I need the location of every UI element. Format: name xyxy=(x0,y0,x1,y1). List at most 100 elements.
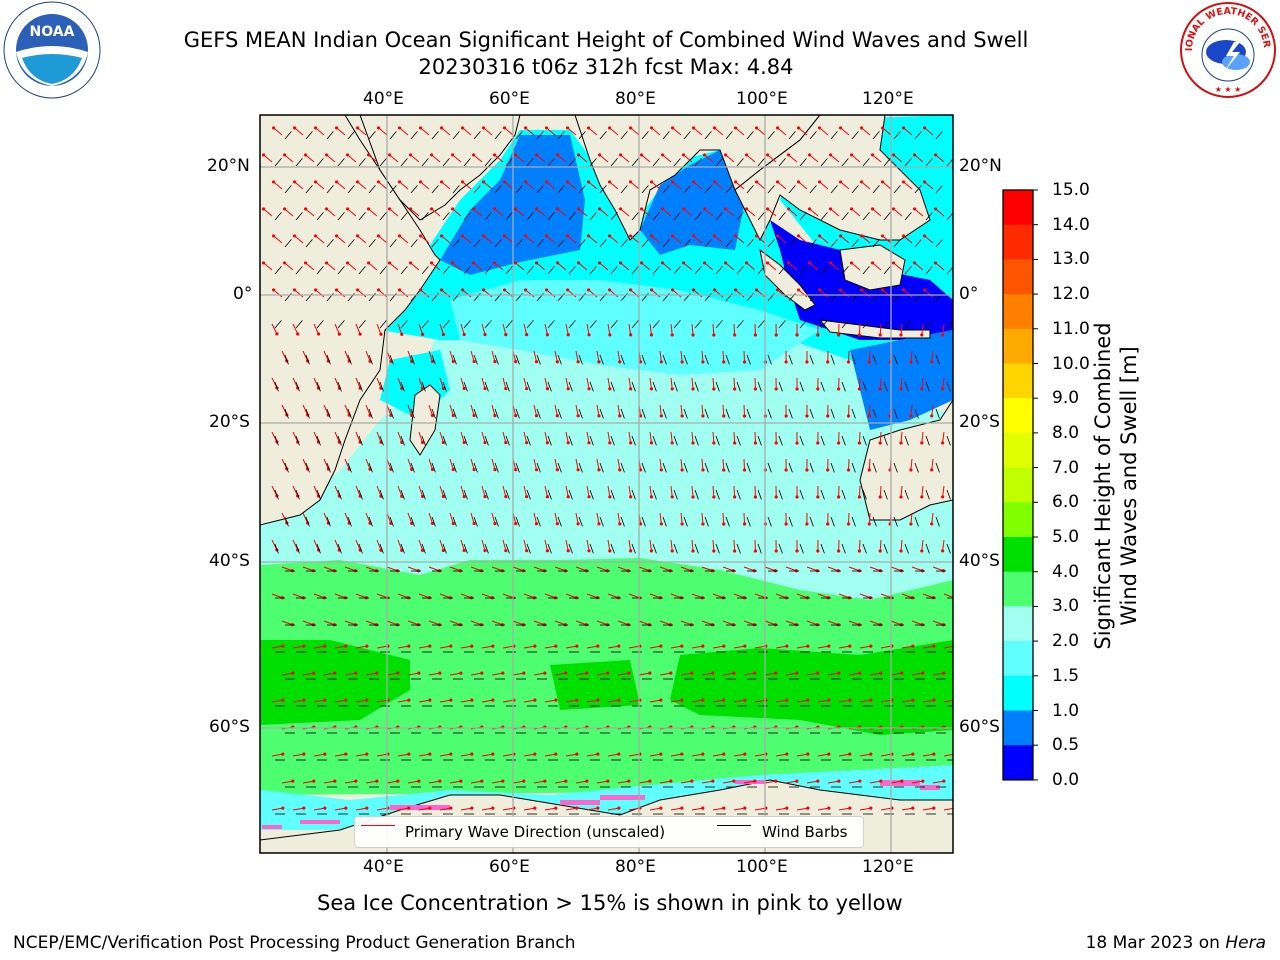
wave-direction-arrowhead xyxy=(837,779,841,783)
colorbar-label: 4.0 xyxy=(1052,561,1080,582)
wave-direction-arrowhead xyxy=(795,387,799,391)
wave-direction-arrowhead xyxy=(680,522,684,526)
wave-direction-arrow xyxy=(935,154,945,163)
wind-barb xyxy=(757,266,765,275)
wave-direction-arrowhead xyxy=(483,548,487,553)
wind-barb xyxy=(641,462,646,473)
wave-direction-arrowhead xyxy=(451,359,455,364)
wave-direction-arrowhead xyxy=(901,234,906,238)
wind-barb xyxy=(431,516,436,527)
wave-direction-arrow xyxy=(399,235,409,244)
wave-direction-arrow xyxy=(567,289,577,298)
wave-direction-arrow xyxy=(882,289,892,298)
wave-direction-arrowhead xyxy=(870,207,875,211)
wave-direction-arrowhead xyxy=(899,495,903,499)
wind-barb xyxy=(620,185,628,194)
wind-barb xyxy=(589,381,594,392)
wave-direction-arrow xyxy=(326,262,336,271)
wave-direction-arrow xyxy=(628,593,640,599)
wind-barb xyxy=(452,516,457,527)
wave-direction-arrowhead xyxy=(555,522,559,526)
wave-direction-arrow xyxy=(449,512,454,524)
wave-direction-arrowhead xyxy=(302,806,306,810)
wave-direction-arrowhead xyxy=(628,288,633,292)
wave-direction-arrowhead xyxy=(816,441,820,445)
wind-barb xyxy=(904,158,912,167)
lat-tick-left-20s: 20°S xyxy=(209,412,250,432)
wave-direction-arrowhead xyxy=(806,698,810,702)
wind-barb xyxy=(914,354,919,365)
wind-barb xyxy=(410,239,418,248)
wave-direction-arrowhead xyxy=(483,332,487,337)
wave-direction-arrow xyxy=(491,780,503,784)
wave-direction-arrow xyxy=(376,539,382,551)
wave-direction-arrowhead xyxy=(292,234,297,238)
wave-direction-arrowhead xyxy=(407,752,411,756)
wave-direction-arrow xyxy=(544,807,556,811)
wave-direction-arrow xyxy=(903,235,913,244)
wave-direction-arrow xyxy=(313,377,319,389)
wave-direction-arrow xyxy=(943,807,953,811)
wave-direction-arrow xyxy=(554,620,566,626)
wave-direction-arrow xyxy=(365,404,371,416)
wave-direction-arrowhead xyxy=(774,779,778,783)
colorbar-segment xyxy=(1003,259,1033,295)
wave-direction-arrow xyxy=(302,404,309,416)
wind-barb xyxy=(736,543,741,554)
southern-ocean-green-field-west xyxy=(260,640,410,725)
wave-direction-arrow xyxy=(557,208,567,217)
wave-direction-arrow xyxy=(481,699,493,703)
wave-direction-arrow xyxy=(869,672,881,676)
wind-barb xyxy=(410,354,415,365)
wave-direction-arrow xyxy=(935,208,945,217)
wave-direction-arrow xyxy=(806,566,818,572)
wave-direction-arrowhead xyxy=(501,779,505,783)
wave-direction-arrowhead xyxy=(492,153,497,157)
wind-barb xyxy=(641,408,646,419)
wave-direction-arrow xyxy=(407,620,419,626)
wave-direction-arrow xyxy=(460,699,472,703)
lon-tick-bottom-40: 40°E xyxy=(363,857,404,877)
bay-of-bengal-blue-field xyxy=(640,150,745,255)
wave-direction-arrowhead xyxy=(775,288,780,292)
wave-direction-arrowhead xyxy=(638,360,643,364)
wind-barb xyxy=(862,158,870,167)
wave-direction-arrow xyxy=(344,458,350,470)
wave-direction-arrow xyxy=(575,404,579,416)
wind-barb xyxy=(925,381,930,392)
wind-barb xyxy=(946,489,951,500)
wave-direction-arrow xyxy=(504,181,514,190)
wave-direction-arrowhead xyxy=(846,414,851,418)
wave-direction-arrowhead xyxy=(354,671,358,675)
wind-barb xyxy=(463,158,471,167)
wind-barb xyxy=(421,266,429,275)
wave-direction-arrowhead xyxy=(785,698,789,702)
wind-barb xyxy=(484,543,489,554)
wave-direction-arrow xyxy=(407,404,413,416)
wind-barb xyxy=(494,354,499,365)
wave-direction-arrow xyxy=(460,485,465,497)
wave-direction-arrowhead xyxy=(261,153,266,157)
wave-direction-arrowhead xyxy=(826,414,830,418)
wave-direction-arrow xyxy=(578,154,588,163)
wind-barb xyxy=(662,408,667,419)
wave-direction-arrowhead xyxy=(670,441,674,445)
wave-direction-arrowhead xyxy=(407,806,411,810)
wave-direction-arrow xyxy=(292,485,299,497)
wave-direction-arrowhead xyxy=(534,468,539,472)
wave-direction-arrow xyxy=(347,154,357,163)
wave-direction-arrow xyxy=(641,154,651,163)
wind-barb xyxy=(431,185,439,194)
wave-direction-arrowhead xyxy=(922,180,927,184)
wave-direction-arrow xyxy=(491,404,496,416)
wave-direction-arrow xyxy=(599,154,609,163)
wind-barb xyxy=(746,185,754,194)
wave-direction-arrowhead xyxy=(785,806,789,810)
wave-direction-arrow xyxy=(523,323,528,335)
wind-barb xyxy=(725,462,730,473)
wave-direction-arrow xyxy=(872,262,882,271)
wave-direction-arrowhead xyxy=(565,126,570,130)
wave-direction-arrowhead xyxy=(275,332,279,336)
wave-direction-arrow xyxy=(659,672,671,676)
wind-barb xyxy=(326,354,331,365)
